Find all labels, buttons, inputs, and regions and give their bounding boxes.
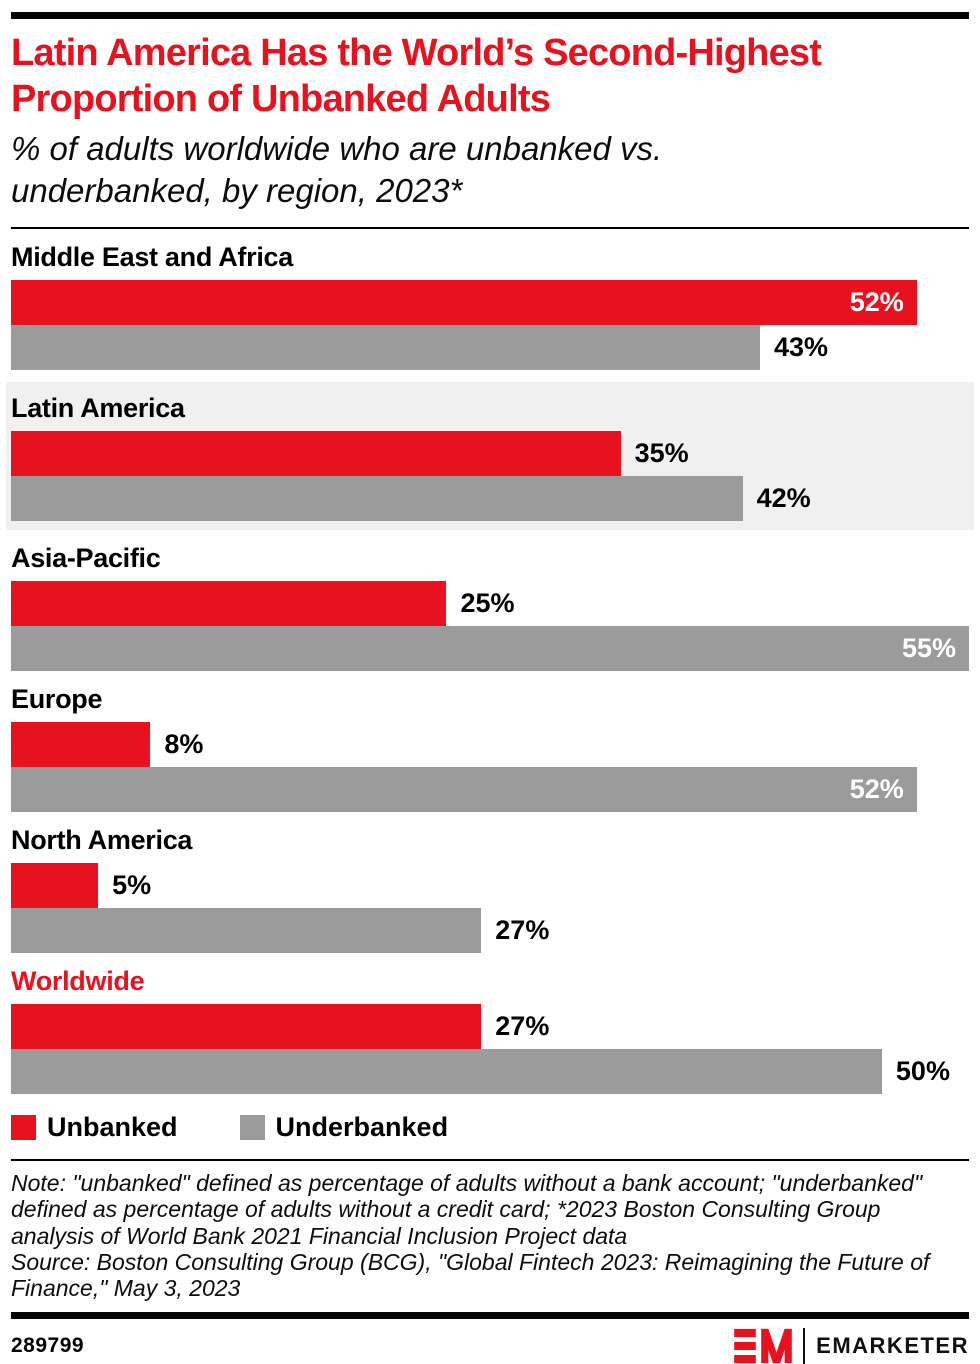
note-text: Note: "unbanked" defined as percentage o… [11,1169,923,1249]
value-label: 8% [164,728,204,759]
underbanked-bar-worldwide [11,1048,882,1094]
footer-rule [11,1311,969,1319]
underbanked-bar-row: 50% [11,1048,969,1094]
unbanked-bar-worldwide [11,1003,482,1049]
value-label: 25% [460,587,515,618]
region-label-north-america: North America [11,824,193,855]
unbanked-bar-europe [11,721,151,767]
underbanked-bar-north-america [11,907,482,953]
legend-label: Unbanked [47,1111,178,1142]
underbanked-bar-asia-pacific: 55% [11,625,969,671]
unbanked-bar-row: 25% [11,580,969,626]
region-row-worldwide: Worldwide 27% 50% [11,966,969,1094]
chart-id: 289799 [11,1333,85,1357]
logo-divider [803,1327,806,1364]
region-label-worldwide: Worldwide [11,965,145,996]
underbanked-bar-row: 42% [11,475,969,521]
region-row-latin-america: Latin America 35% 42% [6,381,974,530]
source-text: Source: Boston Consulting Group (BCG), "… [11,1248,930,1302]
region-row-middle-east-and-africa: Middle East and Africa 52% 43% [11,242,969,370]
underbanked-bar-row: 55% [11,625,969,671]
emarketer-logo: EMARKETER [734,1327,969,1364]
underbanked-bar-row: 27% [11,907,969,953]
unbanked-swatch-icon [11,1114,36,1140]
unbanked-bar-middle-east-and-africa: 52% [11,279,917,325]
region-label-latin-america: Latin America [11,392,185,423]
unbanked-bar-row: 52% [11,279,969,325]
underbanked-bar-latin-america [11,475,743,521]
legend-item-underbanked: Underbanked [239,1111,449,1143]
region-row-europe: Europe 8% 52% [11,684,969,812]
unbanked-bar-latin-america [11,430,621,476]
region-row-asia-pacific: Asia-Pacific 25% 55% [11,543,969,671]
region-label-middle-east-and-africa: Middle East and Africa [11,241,293,272]
chart-title: Latin America Has the World’s Second-Hig… [11,32,822,120]
logo-wordmark: EMARKETER [816,1332,969,1358]
underbanked-swatch-icon [239,1114,265,1140]
value-label: 35% [634,437,689,468]
unbanked-bar-row: 27% [11,1003,969,1049]
value-label: 52% [849,773,904,804]
region-label-asia-pacific: Asia-Pacific [11,542,161,573]
unbanked-bar-row: 35% [11,430,969,476]
top-rule [11,12,969,19]
unbanked-bar-row: 5% [11,862,969,908]
underbanked-bar-row: 52% [11,766,969,812]
region-label-europe: Europe [11,683,103,714]
underbanked-bar-row: 43% [11,324,969,370]
underbanked-bar-europe: 52% [11,766,917,812]
unbanked-bar-asia-pacific [11,580,447,626]
unbanked-bar-row: 8% [11,721,969,767]
underbanked-bar-middle-east-and-africa [11,324,760,370]
value-label: 27% [495,914,550,945]
value-label: 27% [495,1010,550,1041]
footer: 289799 EMARKETER [11,1319,969,1364]
region-row-north-america: North America 5% 27% [11,825,969,953]
unbanked-bar-north-america [11,862,99,908]
em-monogram-icon [734,1328,792,1364]
footnote-divider [11,1158,969,1161]
header-divider [11,226,969,229]
value-label: 55% [901,632,956,663]
legend-label: Underbanked [275,1111,449,1142]
value-label: 42% [756,482,811,513]
value-label: 52% [849,286,904,317]
legend-item-unbanked: Unbanked [11,1112,178,1143]
value-label: 43% [773,331,829,362]
bar-chart: Middle East and Africa 52% 43% Latin Americ… [6,242,974,1094]
value-label: 5% [112,869,152,900]
footnotes: Note: "unbanked" defined as percentage o… [11,1170,969,1302]
legend: Unbanked Underbanked [11,1112,969,1143]
value-label: 50% [895,1055,950,1086]
chart-subtitle: % of adults worldwide who are unbanked v… [11,130,663,210]
